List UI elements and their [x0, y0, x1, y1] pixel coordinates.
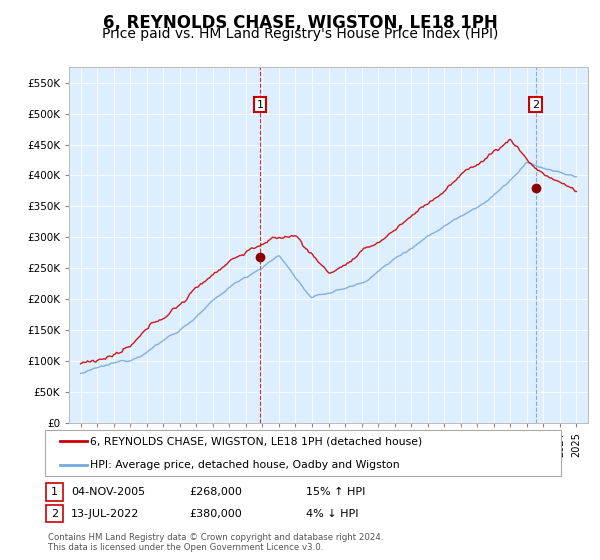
Text: Price paid vs. HM Land Registry's House Price Index (HPI): Price paid vs. HM Land Registry's House … [102, 27, 498, 41]
Text: HPI: Average price, detached house, Oadby and Wigston: HPI: Average price, detached house, Oadb… [90, 460, 400, 470]
Text: 1: 1 [256, 100, 263, 110]
Text: £268,000: £268,000 [189, 487, 242, 497]
Text: 2: 2 [532, 100, 539, 110]
Text: 6, REYNOLDS CHASE, WIGSTON, LE18 1PH (detached house): 6, REYNOLDS CHASE, WIGSTON, LE18 1PH (de… [90, 436, 422, 446]
Text: 2: 2 [51, 508, 58, 519]
Text: This data is licensed under the Open Government Licence v3.0.: This data is licensed under the Open Gov… [48, 543, 323, 552]
Text: 15% ↑ HPI: 15% ↑ HPI [306, 487, 365, 497]
Text: Contains HM Land Registry data © Crown copyright and database right 2024.: Contains HM Land Registry data © Crown c… [48, 533, 383, 542]
Text: 13-JUL-2022: 13-JUL-2022 [71, 508, 139, 519]
Text: £380,000: £380,000 [189, 508, 242, 519]
Text: 6, REYNOLDS CHASE, WIGSTON, LE18 1PH: 6, REYNOLDS CHASE, WIGSTON, LE18 1PH [103, 14, 497, 32]
Text: 4% ↓ HPI: 4% ↓ HPI [306, 508, 359, 519]
Text: 04-NOV-2005: 04-NOV-2005 [71, 487, 145, 497]
Text: 1: 1 [51, 487, 58, 497]
